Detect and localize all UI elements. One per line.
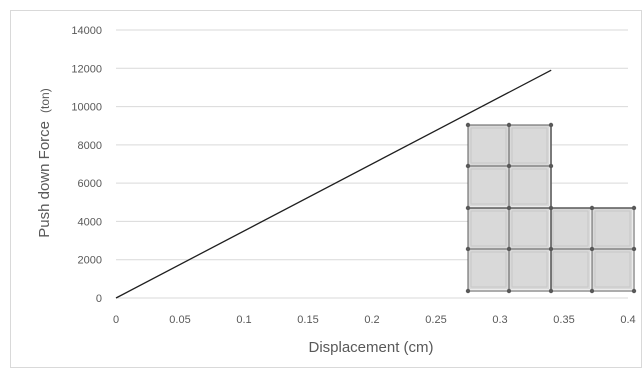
y-tick-label: 6000 [78,178,102,190]
inset-panel-edge [552,251,589,288]
series-line [115,69,552,299]
y-tick-label: 14000 [71,25,102,37]
inset-panel-edge [470,168,507,205]
y-tick-label: 12000 [71,63,102,75]
inset-node [465,122,471,128]
inset-node [548,246,554,252]
inset-panel [508,248,551,291]
inset-node [465,288,471,294]
inset-node [589,288,595,294]
inset-panel-edge [470,210,507,247]
x-tick-label: 0.4 [620,314,635,326]
inset-node [548,288,554,294]
inset-node [506,122,512,128]
inset-node [506,288,512,294]
inset-node [631,288,637,294]
inset-node [506,163,512,169]
y-axis-unit: (ton) [38,88,52,113]
x-tick-label: 0.15 [297,314,318,326]
inset-panel-edge [594,210,631,247]
inset-node [548,122,554,128]
y-axis-title: Push down Force [36,121,53,238]
x-tick-label: 0.1 [236,314,251,326]
y-axis-title-group: Push down Force (ton) [36,88,53,237]
y-tick-label: 0 [96,293,102,305]
inset-panel [467,207,510,250]
x-tick-label: 0.25 [425,314,446,326]
inset-panel-edge [511,168,548,205]
inset-panel [508,207,551,250]
inset-node [465,205,471,211]
inset-panel-edge [552,210,589,247]
inset-panel [591,248,634,291]
x-axis-title: Displacement (cm) [308,339,433,356]
x-tick-label: 0.2 [364,314,379,326]
y-tick-label: 8000 [78,140,102,152]
x-tick-label: 0.35 [553,314,574,326]
inset-node [506,246,512,252]
x-tick-label: 0.05 [169,314,190,326]
inset-panel [467,124,510,167]
x-tick-labels: 0 0.05 0.1 0.15 0.2 0.25 0.3 0.35 0.4 [113,314,636,326]
inset-panel-edge [470,251,507,288]
svg-text:Push down Force (ton): Push down Force (ton) [36,88,53,237]
y-tick-labels: 0 2000 4000 6000 8000 10000 12000 14000 [71,25,102,305]
x-tick-label: 0.3 [492,314,507,326]
inset-node [506,205,512,211]
series-layer [115,69,552,299]
inset-panel [591,207,634,250]
inset-panel-edge [594,251,631,288]
inset-panel-edge [511,127,548,164]
y-tick-label: 10000 [71,102,102,114]
x-tick-label: 0 [113,314,119,326]
inset-node [465,163,471,169]
y-tick-label: 2000 [78,255,102,267]
inset-panel-edge [470,127,507,164]
inset-node [589,246,595,252]
inset-node [548,163,554,169]
inset-panel [467,165,510,208]
inset-panel-edge [511,251,548,288]
inset-panel-edge [511,210,548,247]
inset-node [631,205,637,211]
inset-node [548,205,554,211]
inset-panel [467,248,510,291]
inset-panel [508,124,551,167]
inset-node [465,246,471,252]
inset-panel [508,165,551,208]
inset-panel [549,248,592,291]
inset-node [631,246,637,252]
inset-node [589,205,595,211]
y-tick-label: 4000 [78,216,102,228]
inset-panel [549,207,592,250]
building-plan-inset [465,122,637,294]
